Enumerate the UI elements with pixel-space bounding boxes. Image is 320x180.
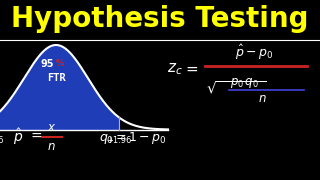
Text: $q_0 = 1 - p_0$: $q_0 = 1 - p_0$	[99, 130, 167, 146]
Text: $\hat{p}$: $\hat{p}$	[13, 127, 23, 147]
Text: $z_c$: $z_c$	[166, 61, 182, 77]
Text: $n$: $n$	[258, 92, 267, 105]
Text: 95: 95	[41, 59, 54, 69]
Text: %: %	[55, 58, 64, 68]
Text: =: =	[186, 62, 198, 77]
Text: $p_0\,q_0$: $p_0\,q_0$	[230, 76, 260, 90]
Text: FTR: FTR	[47, 73, 65, 83]
Text: +1.96: +1.96	[106, 136, 132, 145]
Text: -1.96: -1.96	[0, 136, 4, 145]
Text: Hypothesis Testing: Hypothesis Testing	[11, 5, 309, 33]
Text: $\sqrt{\quad\quad\quad}$: $\sqrt{\quad\quad\quad}$	[206, 80, 267, 97]
Text: $\hat{p} - p_0$: $\hat{p} - p_0$	[235, 43, 274, 62]
Text: =: =	[30, 130, 42, 144]
Text: $n$: $n$	[47, 140, 56, 153]
Text: $x$: $x$	[46, 121, 56, 134]
